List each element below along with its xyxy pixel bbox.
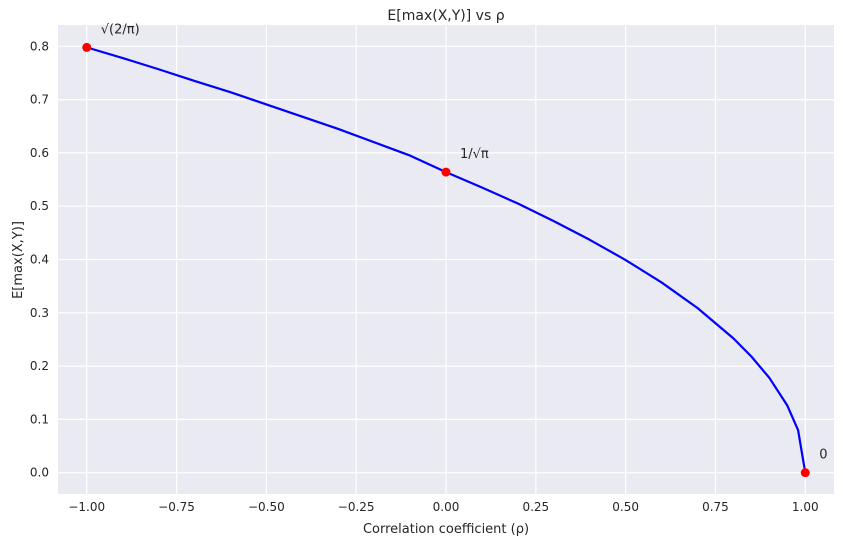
y-tick-labels: 0.0 0.1 0.2 0.3 0.4 0.5 0.6 0.7 0.8	[30, 39, 49, 479]
x-tick-label: −0.75	[158, 500, 195, 514]
y-tick-label: 0.6	[30, 146, 49, 160]
y-tick-label: 0.7	[30, 93, 49, 107]
annotation-label: √(2/π)	[101, 22, 140, 37]
data-point	[82, 42, 92, 52]
annotations-layer: √(2/π) 1/√π 0	[101, 22, 828, 462]
x-tick-label: 1.00	[792, 500, 819, 514]
x-tick-label: −1.00	[68, 500, 105, 514]
data-point	[441, 167, 451, 177]
x-axis-label: Correlation coefficient (ρ)	[363, 522, 529, 537]
y-tick-label: 0.1	[30, 412, 49, 426]
x-tick-label: −0.25	[338, 500, 375, 514]
y-tick-label: 0.8	[30, 39, 49, 53]
x-tick-labels: −1.00 −0.75 −0.50 −0.25 0.00 0.25 0.50 0.75 1.00	[68, 500, 818, 514]
y-tick-label: 0.4	[30, 253, 49, 267]
x-tick-label: 0.75	[702, 500, 729, 514]
y-tick-label: 0.0	[30, 466, 49, 480]
annotation-label: 0	[819, 448, 827, 463]
y-tick-label: 0.3	[30, 306, 49, 320]
x-tick-label: 0.25	[522, 500, 549, 514]
x-tick-label: 0.00	[433, 500, 460, 514]
series-layer	[86, 46, 807, 473]
annotation-label: 1/√π	[460, 147, 489, 162]
y-tick-label: 0.2	[30, 359, 49, 373]
x-tick-label: 0.50	[612, 500, 639, 514]
points-layer	[82, 42, 810, 478]
x-tick-label: −0.50	[248, 500, 285, 514]
chart-title: E[max(X,Y)] vs ρ	[387, 8, 504, 24]
y-axis-label: E[max(X,Y)]	[11, 221, 26, 299]
series-line	[86, 46, 807, 473]
grid	[58, 25, 834, 494]
data-point	[800, 468, 810, 478]
y-tick-label: 0.5	[30, 199, 49, 213]
